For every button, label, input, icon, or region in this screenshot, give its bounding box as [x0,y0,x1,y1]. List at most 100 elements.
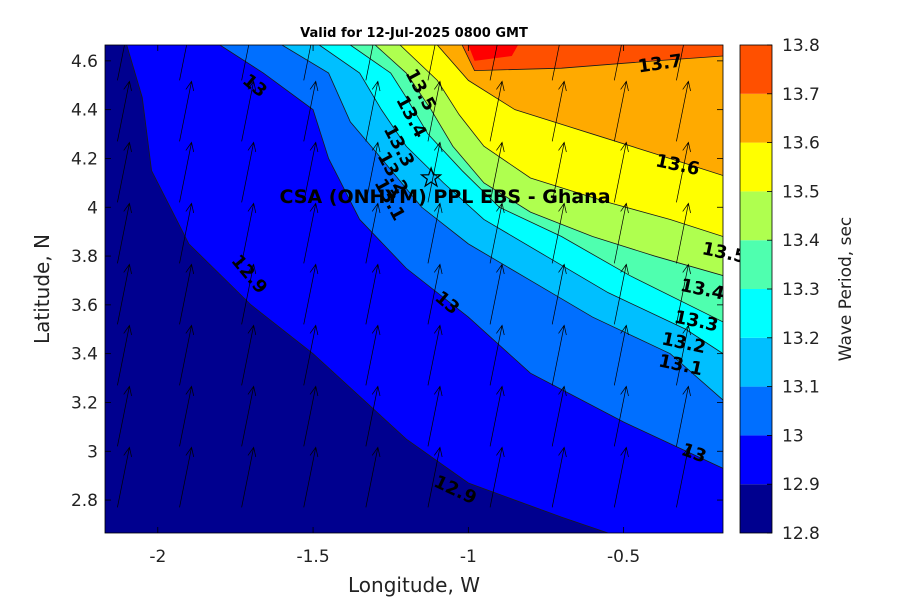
wave-vector-arrow [427,45,436,81]
filled-contour-bands [105,45,723,533]
wave-vector-arrow [613,202,629,264]
wave-vector-arrow [676,141,691,203]
x-tick-label: -1.5 [296,547,329,567]
wave-vector-arrow [179,385,195,447]
wave-vector-arrow [613,446,629,508]
colorbar-tick-label: 13.8 [782,36,820,56]
colorbar-segment [740,93,772,143]
x-tick-label: -1 [460,547,477,567]
wave-vector-arrow [489,80,505,142]
colorbar-segment [740,484,772,533]
wave-vector-arrow [365,202,381,264]
wave-vector-arrow [241,80,257,142]
wave-vector-arrow [676,80,691,142]
wave-vector-arrow [489,324,505,386]
wave-vector-arrow [303,324,319,386]
band-13.6 [437,45,723,176]
site-label: CSA (ONHYM) PPL EBS - Ghana [279,186,610,208]
wave-vector-arrow [676,45,684,81]
wave-vector-arrow [427,80,443,142]
colorbar-segment [740,142,772,192]
colorbar-segment [740,191,772,241]
wave-vector-arrow [303,263,319,325]
wave-vector-arrow [117,324,132,386]
contour-line-13.4 [374,45,723,276]
wave-vector-arrow [303,45,312,81]
contour-line-13.7 [461,45,723,72]
contour-line-13.3 [350,45,723,323]
wave-vector-arrow [365,263,381,325]
wave-vector-arrow [489,202,505,264]
colorbar-tick-label: 12.9 [782,475,820,495]
wave-vector-arrow [117,141,132,203]
wave-vector-arrow [551,45,560,81]
wave-vector-arrow [551,385,567,447]
wave-vector-arrow [179,141,195,203]
colorbar-segment [740,337,772,387]
wave-vector-arrow [551,80,567,142]
colorbar-segment [740,386,772,436]
colorbar-label: Wave Period, sec [836,217,856,362]
wave-vector-arrow [179,202,195,264]
colorbar-tick-label: 13.3 [782,280,820,300]
contour-line-13.1 [281,45,723,401]
x-axis-label: Longitude, W [348,573,480,597]
wave-vector-arrow [427,202,443,264]
wave-vector-arrow [117,446,132,508]
wave-vector-arrow [551,141,567,203]
colorbar-tick-label: 13.4 [782,231,820,251]
x-axis-ticks: -2 -1.5 -1 -0.5 [149,45,640,567]
wave-vector-arrow [489,141,505,203]
wave-vector-arrow [427,446,443,508]
contour-lines [126,45,723,533]
wave-vector-arrow [117,202,132,264]
wave-vector-arrow [179,45,187,81]
y-tick-label: 3.6 [71,296,98,316]
y-tick-label: 3.2 [71,393,98,413]
colorbar-segment [740,45,772,94]
wave-vector-arrow [613,324,629,386]
wave-vector-arrow [303,141,319,203]
wave-vector-arrow [241,324,257,386]
wave-vector-arrow [303,202,319,264]
colorbar-tick-label: 13.7 [782,85,820,105]
colorbar-tick-label: 13 [782,426,804,446]
colorbar-segment [740,435,772,485]
colorbar-tick-label: 13.2 [782,329,820,349]
site-star-marker [419,166,443,188]
colorbar-tick-label: 12.8 [782,524,820,544]
wave-vector-arrow [613,263,629,325]
wave-vector-arrow [117,385,132,447]
wave-vector-arrow [613,80,629,142]
band-13.7 [462,45,723,71]
colorbar-tick-label: 13.1 [782,378,820,398]
wave-vector-arrow [365,446,381,508]
wave-vector-arrow [365,324,381,386]
contour-line-13.2 [319,45,723,354]
wave-vector-arrow [551,446,567,508]
y-tick-label: 3.4 [71,345,98,365]
x-tick-label: -2 [149,547,166,567]
wave-vector-arrow [117,80,132,142]
wave-vector-arrow [303,385,319,447]
y-axis-ticks: 2.8 3 3.2 3.4 3.6 3.8 4 4.2 4.4 4.6 [71,52,723,511]
site-marker-group: CSA (ONHYM) PPL EBS - Ghana [279,166,611,208]
wave-vector-arrow [179,446,195,508]
y-tick-label: 4.6 [71,52,98,72]
y-axis-label: Latitude, N [30,234,54,344]
wave-vector-arrow [427,324,443,386]
wave-vector-arrow [427,141,443,203]
wave-vector-arrow [117,45,125,81]
wave-vector-arrow [676,202,691,264]
y-tick-label: 4 [87,198,98,218]
wave-vector-arrow [241,202,257,264]
wave-vector-arrow [613,385,629,447]
wave-direction-vectors [117,45,691,508]
plot-frame [104,44,724,534]
wave-vector-arrow [365,45,374,81]
wave-vector-arrow [179,80,195,142]
wave-vector-arrow [365,385,381,447]
band-13.8 [468,45,519,61]
wave-vector-arrow [676,385,691,447]
